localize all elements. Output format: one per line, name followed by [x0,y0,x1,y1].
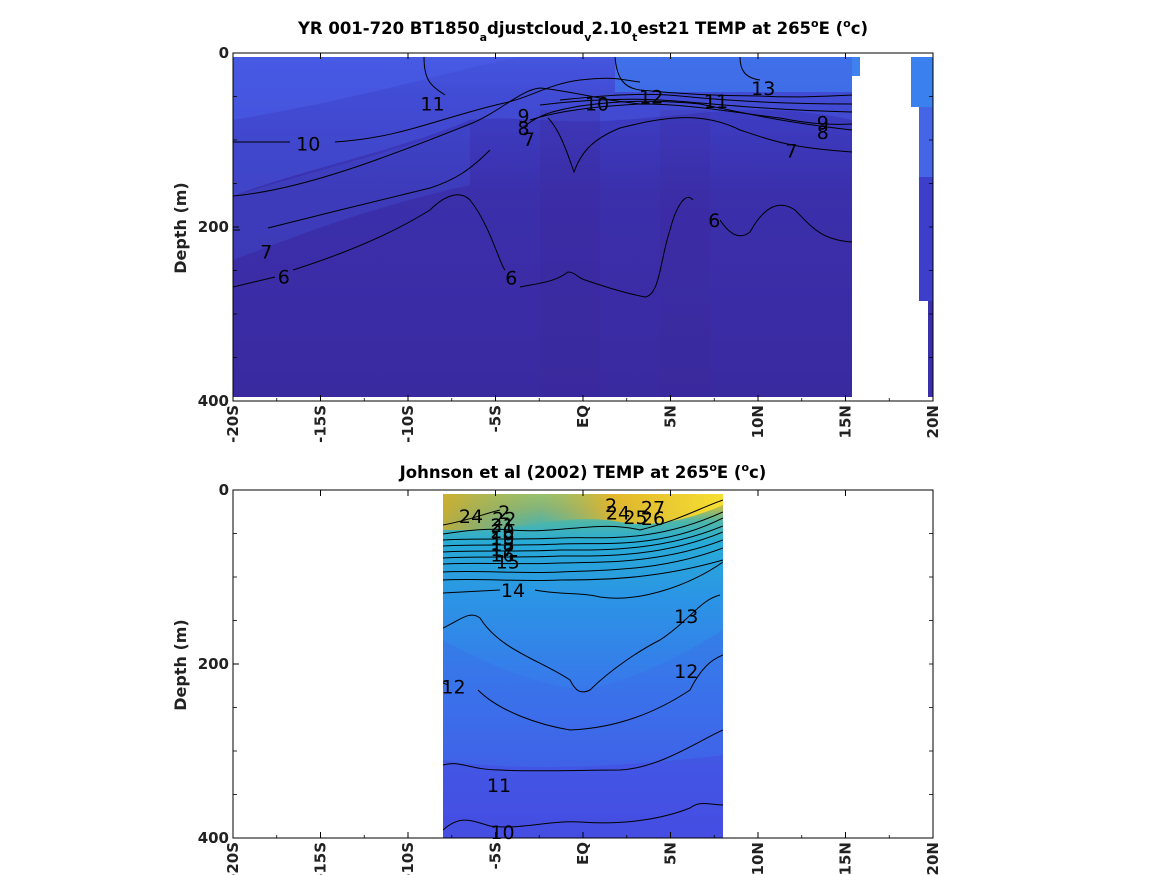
x-tick-label: -10S [399,405,417,443]
x-tick-label: EQ [574,405,592,428]
y-tick-label: 400 [198,829,229,847]
contour-label: 11 [487,775,511,797]
x-tick-label: EQ [574,842,592,865]
contour-label: 2 [605,495,617,517]
chart-observed-temperature: Johnson et al (2002) TEMP at 265oE (oc) … [171,461,942,875]
contour-label: 6 [708,210,720,232]
x-tick-label: 10N [749,842,767,875]
x-tick-label: 20N [924,842,942,875]
x-axis: -20S -15S -10S -5S EQ 5N 10N 15N 20N [224,53,942,443]
chart-title: Johnson et al (2002) TEMP at 265oE (oc) [399,461,767,482]
x-tick-label: 5N [662,842,680,865]
x-tick-label: 20N [924,405,942,438]
contour-label: 10 [490,822,514,844]
x-tick-label: 5N [662,405,680,428]
contour-label: 7 [260,241,272,263]
contour-lines [233,57,852,298]
contour-label: 27 [641,497,665,519]
contour-label: 11 [704,91,728,113]
x-tick-label: -20S [224,842,242,875]
x-tick-label: 15N [837,405,855,438]
contour-label: 2 [498,502,510,524]
contour-label: 19 [490,528,514,550]
y-axis-label: Depth (m) [171,182,190,274]
contour-label: 9 [817,113,829,135]
temperature-field [233,57,933,397]
y-tick-label: 200 [198,655,229,673]
contour-label: 15 [496,551,520,573]
contour-label: 8 [817,122,829,144]
contour-label: 6 [278,267,290,289]
contour-label: 10 [296,133,320,155]
contour-lines [443,499,723,831]
y-axis: 0 200 400 [198,44,933,410]
y-tick-label: 400 [198,392,229,410]
x-tick-label: -20S [224,405,242,443]
contour-label: 13 [751,78,775,100]
contour-label: 13 [674,606,698,628]
contour-label: 16 [490,544,514,566]
contour-label: 12 [674,661,698,683]
y-tick-label: 200 [198,218,229,236]
x-tick-label: -5S [487,405,505,432]
contour-label: 14 [501,580,525,602]
contour-label: 12 [441,677,465,699]
x-tick-label: -5S [487,842,505,869]
contour-label: 21 [490,515,514,537]
contour-label: 20 [490,521,514,543]
contour-label: 9 [517,106,529,128]
x-tick-label: -15S [312,405,330,443]
contour-label: 11 [420,93,444,115]
contour-label: 7 [523,129,535,151]
contour-label: 12 [639,87,663,109]
contour-label: 25 [623,507,647,529]
contour-label: 8 [517,118,529,140]
y-axis: 0 200 400 [198,481,933,847]
contour-label: 10 [585,93,609,115]
x-axis: -20S -15S -10S -5S EQ 5N 10N 15N 20N [224,490,942,875]
x-tick-label: -15S [312,842,330,875]
contour-label: 6 [505,267,517,289]
chart-title: YR 001-720 BT1850adjustcloudv2.10test21 … [297,17,868,44]
contour-label: 18 [490,534,514,556]
y-tick-label: 0 [219,481,229,499]
contour-label: 24 [606,503,630,525]
chart-model-temperature: YR 001-720 BT1850adjustcloudv2.10test21 … [171,17,942,443]
contour-label: 22 [492,509,516,531]
contour-label: 26 [641,508,665,530]
y-tick-label: 0 [219,44,229,62]
x-tick-label: -10S [399,842,417,875]
x-tick-label: 15N [837,842,855,875]
contour-label: 17 [490,539,514,561]
contour-label: 7 [785,140,797,162]
x-tick-label: 10N [749,405,767,438]
y-axis-label: Depth (m) [171,619,190,711]
contour-label: 24 [459,506,483,528]
